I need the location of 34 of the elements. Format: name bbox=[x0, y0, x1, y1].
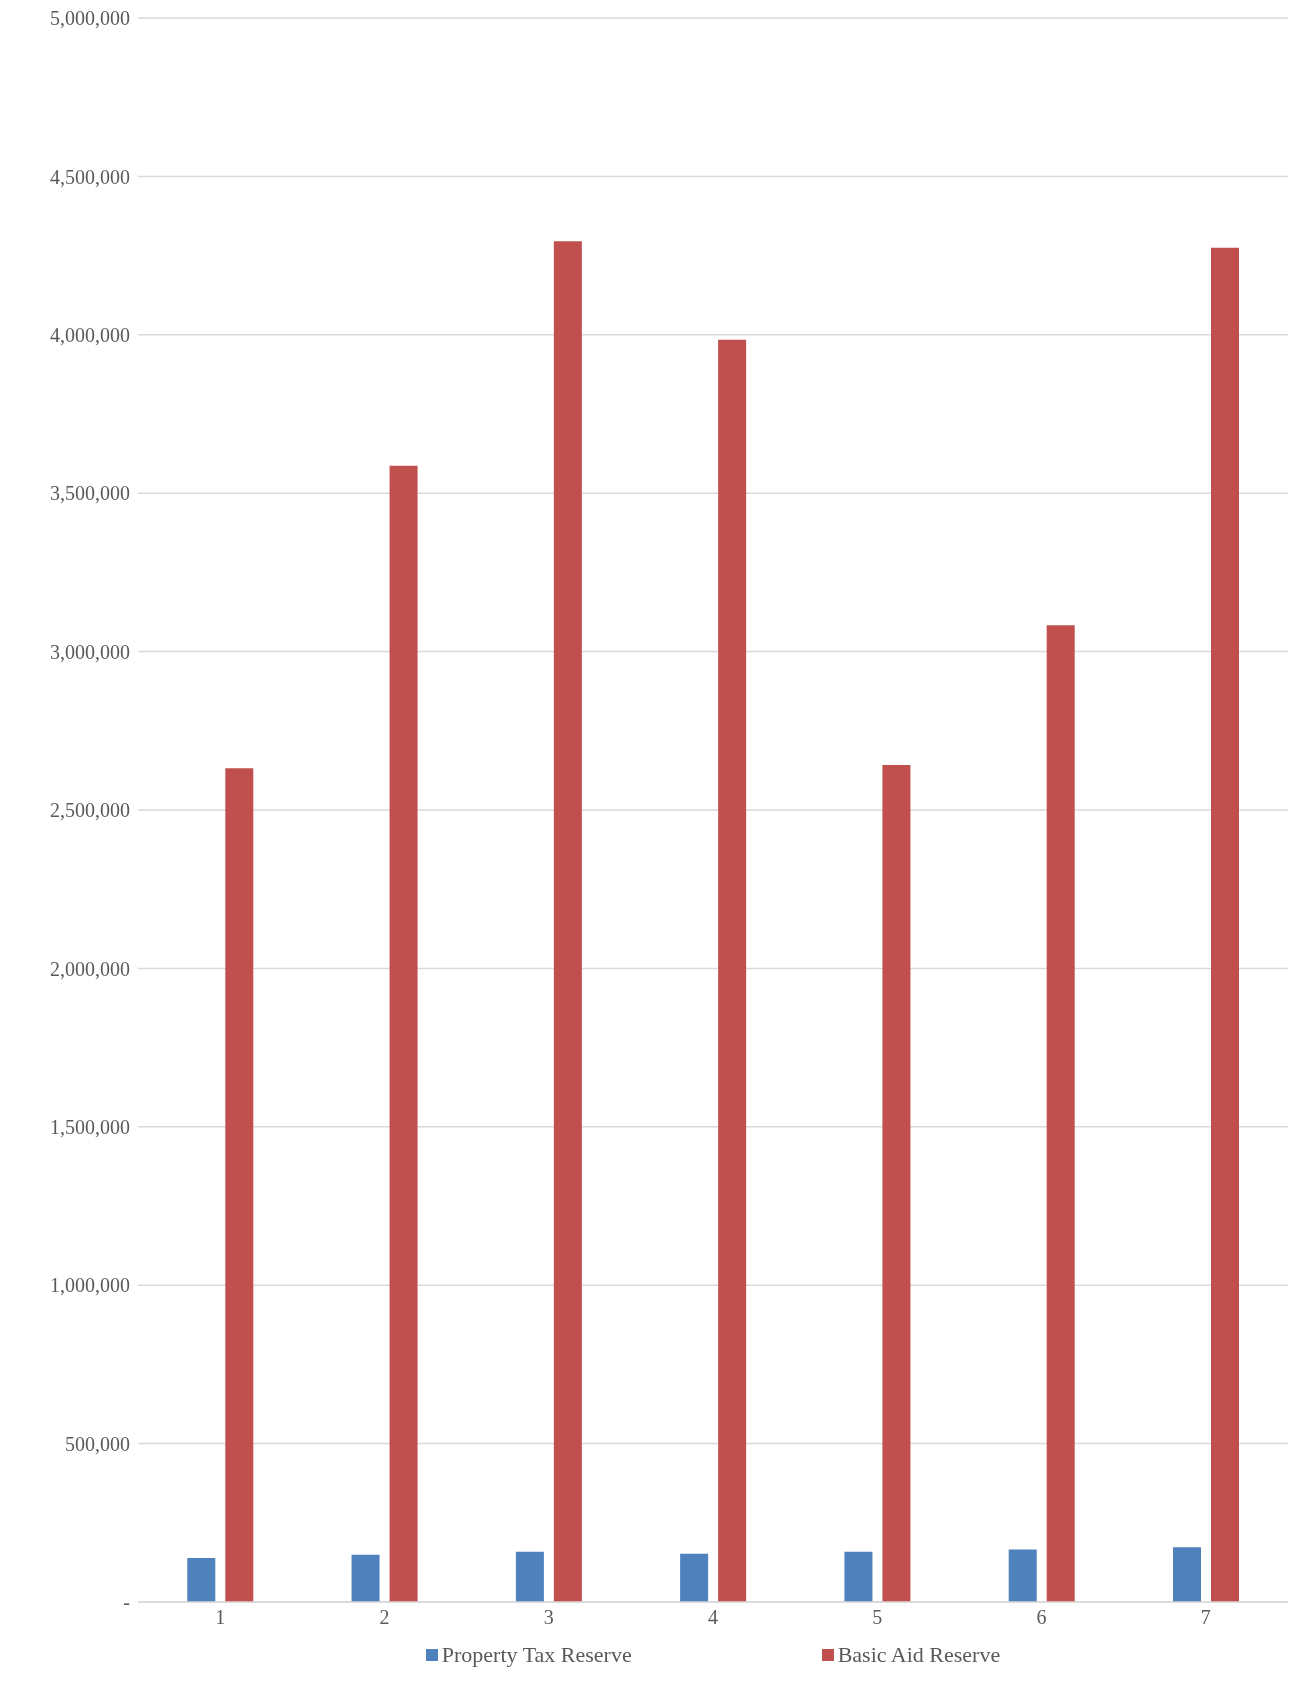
x-tick-label: 7 bbox=[1200, 1606, 1211, 1629]
x-tick-label: 4 bbox=[708, 1606, 718, 1629]
bar bbox=[844, 1551, 873, 1602]
bar bbox=[225, 768, 254, 1602]
bar bbox=[553, 241, 582, 1602]
y-tick-label: 4,000,000 bbox=[50, 323, 130, 346]
y-tick-label: 1,000,000 bbox=[50, 1274, 130, 1297]
y-tick-label: 4,500,000 bbox=[50, 165, 130, 188]
bar bbox=[351, 1554, 380, 1602]
y-tick-label: 1,500,000 bbox=[50, 1115, 130, 1138]
legend-label: Basic Aid Reserve bbox=[837, 1642, 1001, 1668]
x-tick-label: 1 bbox=[215, 1606, 226, 1629]
y-tick-label: 5,000,000 bbox=[50, 7, 130, 30]
y-tick-label: 3,500,000 bbox=[50, 482, 130, 505]
y-tick-label: 3,000,000 bbox=[50, 640, 130, 663]
bar bbox=[1173, 1547, 1201, 1602]
bar bbox=[1008, 1549, 1037, 1602]
bar bbox=[882, 765, 911, 1602]
x-tick-label: 3 bbox=[543, 1606, 554, 1629]
bar bbox=[515, 1551, 544, 1602]
bar bbox=[718, 339, 747, 1602]
bar bbox=[1046, 625, 1075, 1602]
y-tick-label: 2,000,000 bbox=[50, 957, 130, 980]
x-tick-label: 5 bbox=[872, 1606, 883, 1629]
y-tick-label: 2,500,000 bbox=[50, 799, 130, 822]
bar bbox=[187, 1557, 216, 1602]
bar bbox=[680, 1553, 709, 1602]
x-tick-label: 2 bbox=[379, 1606, 390, 1629]
y-tick-label: - bbox=[123, 1591, 130, 1614]
x-tick-label: 6 bbox=[1036, 1606, 1047, 1629]
bar bbox=[389, 465, 418, 1602]
legend-label: Property Tax Reserve bbox=[441, 1642, 632, 1668]
bar bbox=[1211, 247, 1239, 1602]
y-tick-label: 500,000 bbox=[65, 1432, 130, 1455]
